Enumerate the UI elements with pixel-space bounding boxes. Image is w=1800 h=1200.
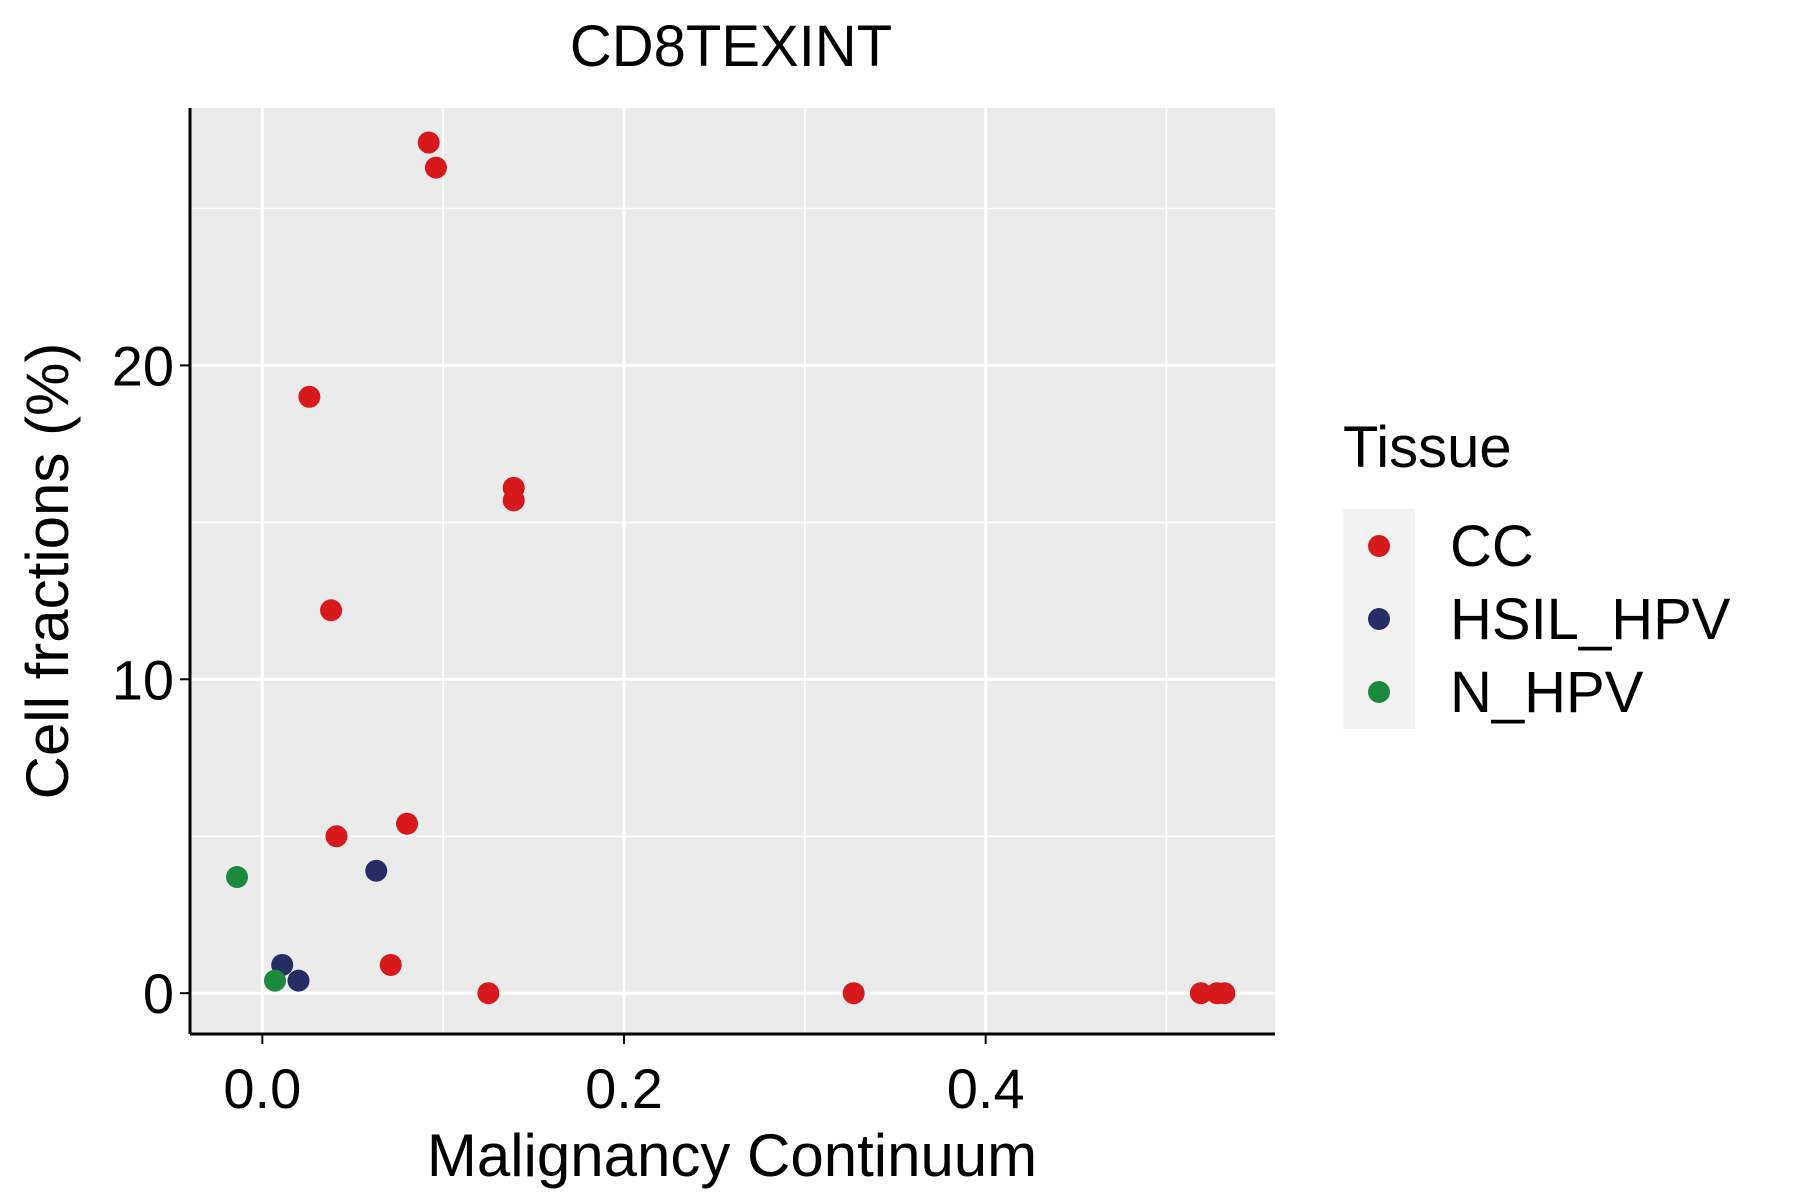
data-point: [287, 969, 310, 992]
legend-label: HSIL_HPV: [1450, 587, 1731, 652]
data-point: [396, 812, 418, 835]
legend: Tissue CC HSIL_HPV N_HPV: [1343, 415, 1731, 729]
y-tick-label: 20: [112, 334, 174, 397]
y-tick-label: 10: [112, 648, 174, 711]
data-point: [502, 489, 525, 512]
chart-title: CD8TEXINT: [570, 14, 892, 79]
data-point: [379, 953, 402, 976]
x-tick-label: 0.4: [947, 1057, 1025, 1120]
data-points: [226, 131, 1236, 1005]
data-point: [417, 131, 440, 154]
data-point: [1213, 982, 1236, 1005]
data-point: [298, 385, 321, 408]
legend-key-cc: [1368, 535, 1390, 557]
legend-label: CC: [1450, 514, 1534, 579]
legend-label: N_HPV: [1450, 660, 1644, 725]
data-point: [263, 969, 286, 992]
data-point: [842, 982, 865, 1005]
x-axis-label: Malignancy Continuum: [427, 1122, 1037, 1189]
data-point: [365, 859, 388, 882]
x-axis-ticks: 0.0 0.2 0.4: [223, 1034, 1025, 1120]
x-tick-label: 0.0: [223, 1057, 301, 1120]
data-point: [477, 982, 500, 1005]
y-axis-label: Cell fractions (%): [14, 343, 81, 800]
x-tick-label: 0.2: [585, 1057, 663, 1120]
grid-minor-lines: [190, 108, 1275, 1034]
data-point: [1189, 982, 1212, 1005]
data-point: [424, 156, 447, 179]
plot-panel: [190, 108, 1275, 1034]
data-point: [325, 825, 348, 848]
y-tick-label: 0: [143, 962, 174, 1025]
legend-title: Tissue: [1343, 415, 1512, 480]
legend-key-hsil-hpv: [1368, 608, 1390, 630]
data-point: [320, 599, 343, 622]
legend-entries: CC HSIL_HPV N_HPV: [1368, 514, 1731, 725]
y-axis-ticks: 0 10 20: [112, 334, 190, 1025]
legend-key-n-hpv: [1368, 681, 1390, 703]
data-point: [226, 866, 249, 889]
grid-major-lines: [190, 108, 1275, 1034]
